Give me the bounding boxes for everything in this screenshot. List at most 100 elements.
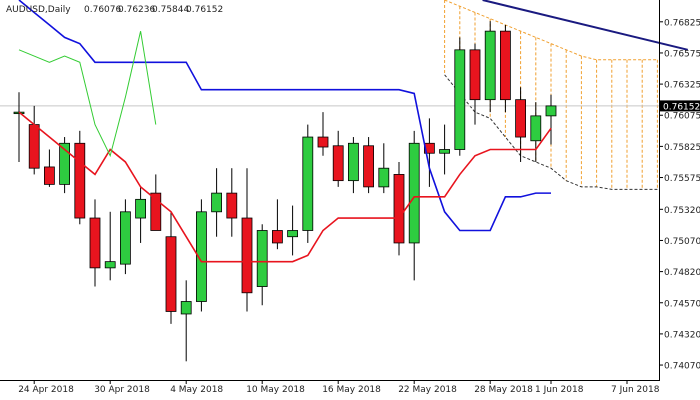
candle xyxy=(59,137,70,194)
candle-body xyxy=(347,142,359,182)
time-tick-label: 30 Apr 2018 xyxy=(94,385,150,395)
candle xyxy=(256,224,268,306)
price-tick-label: 0.74820 xyxy=(664,268,700,278)
candles xyxy=(13,21,557,362)
candle-body xyxy=(150,192,162,231)
candle xyxy=(120,199,131,275)
candle-body xyxy=(241,217,253,294)
kijun-sen-line xyxy=(18,0,551,232)
price-tick-label: 0.75575 xyxy=(664,174,700,184)
price-tick-label: 0.76075 xyxy=(664,112,700,122)
price-tick-label: 0.76325 xyxy=(664,81,700,91)
candle-body xyxy=(469,49,481,101)
candle-body xyxy=(256,230,268,287)
candle xyxy=(89,199,101,287)
candle-body xyxy=(317,136,329,148)
candle xyxy=(393,161,405,256)
candle xyxy=(195,199,207,312)
candle-body xyxy=(165,236,177,312)
indicator-lines xyxy=(18,0,552,263)
candle xyxy=(135,186,147,243)
candle-body xyxy=(271,230,283,244)
price-tick-label: 0.75070 xyxy=(664,237,700,247)
symbol-label: AUDUSD,Daily xyxy=(6,5,71,15)
candle-body xyxy=(74,142,86,219)
candle-body xyxy=(363,145,375,188)
time-tick-label: 4 May 2018 xyxy=(170,385,223,395)
candle xyxy=(180,280,192,362)
candle-body xyxy=(180,301,192,315)
candle xyxy=(499,24,511,113)
price-tick-label: 0.74570 xyxy=(664,299,700,309)
candle-body xyxy=(484,30,496,101)
candle xyxy=(317,112,329,156)
candle xyxy=(530,102,542,162)
high-value: 0.76236 xyxy=(118,5,155,15)
candle xyxy=(150,174,162,231)
candle-body xyxy=(393,174,405,244)
resistance-trendline xyxy=(482,0,689,51)
price-tick-label: 0.75825 xyxy=(664,143,700,153)
candle xyxy=(104,211,116,281)
candle-body xyxy=(439,149,451,154)
candle-body xyxy=(135,198,147,219)
candle-body xyxy=(454,49,466,150)
tenkan-sen-line xyxy=(18,111,552,263)
candle-body xyxy=(89,217,101,269)
candle xyxy=(165,211,177,324)
chart-header: AUDUSD,Daily 0.76076 0.76236 0.75844 0.7… xyxy=(6,5,223,15)
candle-body xyxy=(120,211,131,265)
candle-body xyxy=(211,192,223,213)
candle xyxy=(439,124,451,175)
low-value: 0.75844 xyxy=(152,5,189,15)
time-tick-label: 24 Apr 2018 xyxy=(18,385,74,395)
time-axis: 24 Apr 2018 30 Apr 2018 4 May 2018 10 May 2… xyxy=(18,380,660,395)
current-price-label: 0.76152 xyxy=(663,102,700,112)
candle xyxy=(332,130,344,187)
candle-body xyxy=(545,105,557,117)
candle xyxy=(378,143,390,194)
candle-body xyxy=(515,99,526,138)
candle xyxy=(363,137,375,194)
chikou-span-line xyxy=(18,31,157,158)
time-tick-label: 22 May 2018 xyxy=(398,385,457,395)
candle-body xyxy=(378,167,390,188)
candle-body xyxy=(195,211,207,302)
candle xyxy=(211,168,223,237)
price-tick-label: 0.74070 xyxy=(664,362,700,372)
candle-body xyxy=(44,166,55,185)
time-tick-label: 16 May 2018 xyxy=(322,385,381,395)
candle-body xyxy=(499,30,511,101)
candle xyxy=(241,168,253,312)
time-tick-label: 10 May 2018 xyxy=(246,385,305,395)
candle xyxy=(454,37,466,156)
candle-body xyxy=(530,115,542,142)
candle xyxy=(287,205,299,256)
price-tick-label: 0.76575 xyxy=(664,49,700,59)
time-tick-label: 28 May 2018 xyxy=(474,385,533,395)
candle xyxy=(226,168,238,237)
time-tick-label: 7 Jun 2018 xyxy=(611,385,660,395)
candle xyxy=(44,149,55,187)
current-price-tag: 0.76152 xyxy=(660,100,700,112)
candle xyxy=(469,43,481,125)
candle-body xyxy=(104,261,116,269)
candle xyxy=(74,130,86,225)
candle xyxy=(484,21,496,113)
candle xyxy=(545,94,557,145)
price-tick-label: 0.75320 xyxy=(664,206,700,216)
close-value: 0.76152 xyxy=(186,5,223,15)
candle-body xyxy=(28,124,40,169)
candle-body xyxy=(302,136,314,231)
candle xyxy=(423,118,435,187)
price-tick-label: 0.76825 xyxy=(664,18,700,28)
candle xyxy=(271,199,283,250)
candle xyxy=(28,105,40,175)
price-axis: 0.76825 0.76575 0.76325 0.76075 0.75825 0.755… xyxy=(0,0,700,381)
candle-body xyxy=(332,145,344,182)
open-value: 0.76076 xyxy=(84,5,121,15)
price-tick-label: 0.74320 xyxy=(664,330,700,340)
candle-body xyxy=(59,142,70,185)
